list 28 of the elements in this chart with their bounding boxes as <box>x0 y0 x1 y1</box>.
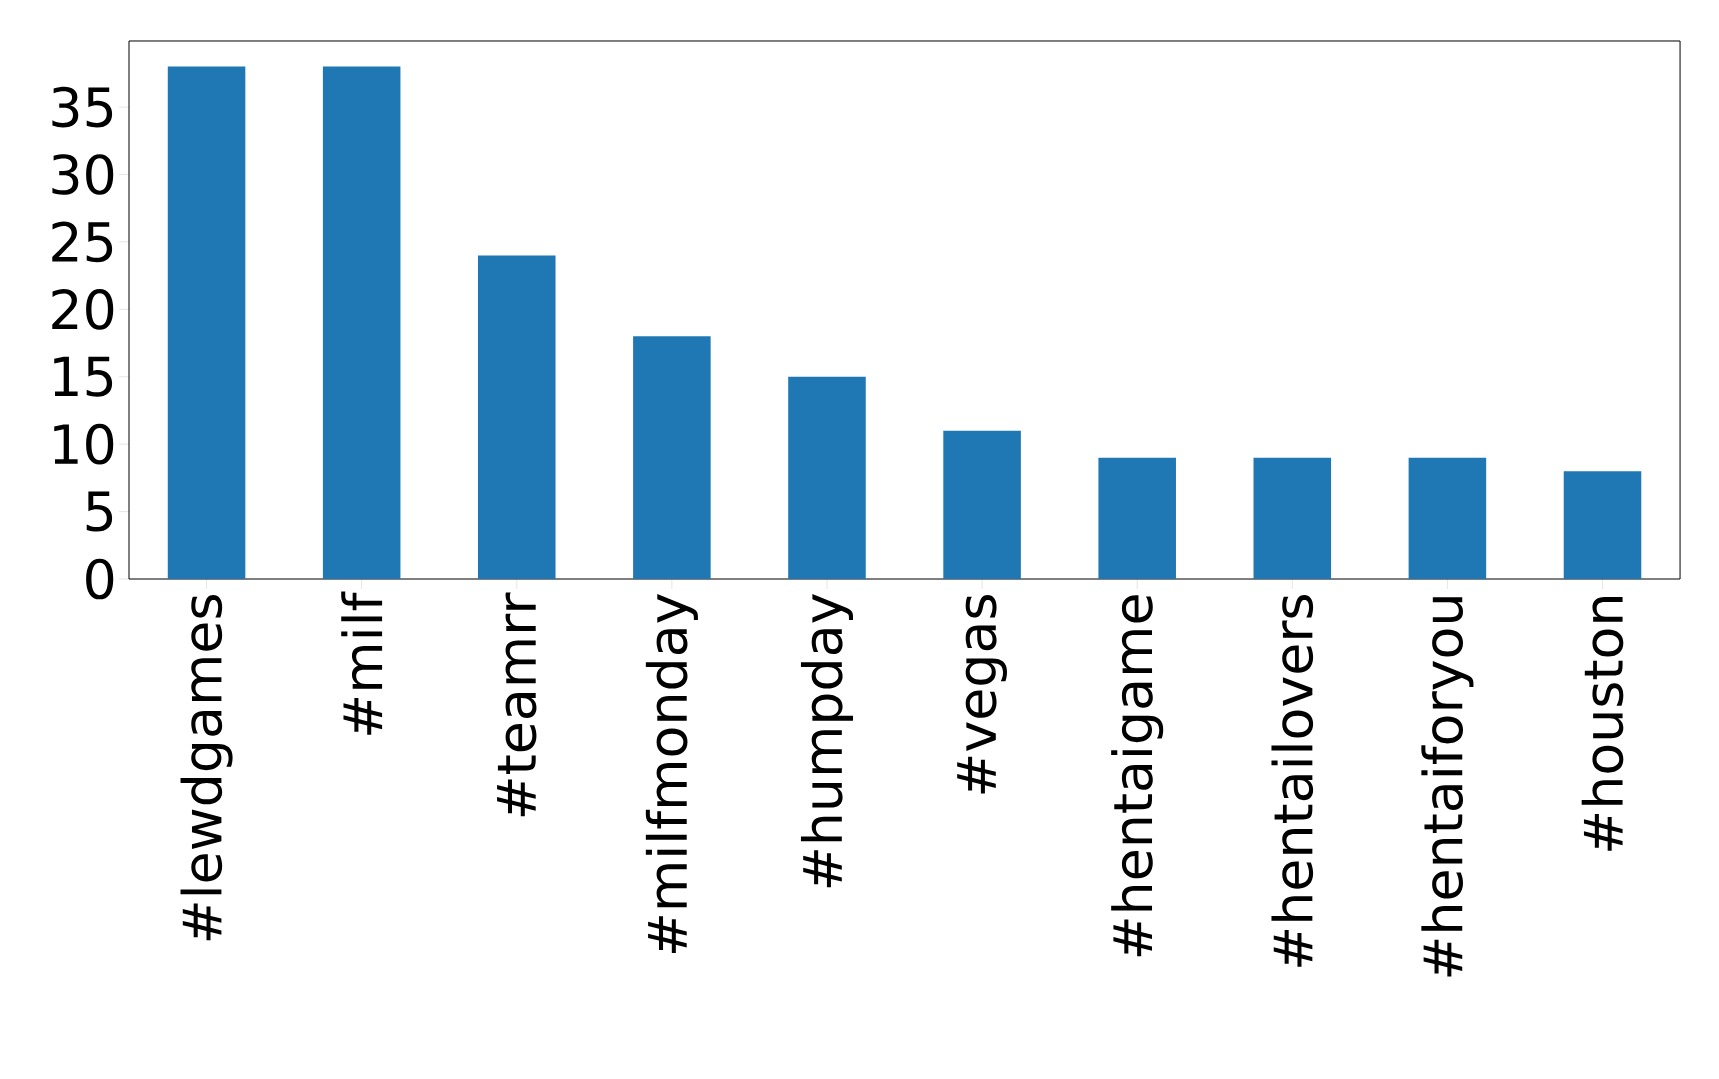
x-tick-label: #hentaiforyou <box>1421 597 1474 977</box>
bar <box>633 336 711 579</box>
y-tick-label: 15 <box>54 356 113 397</box>
bar <box>167 66 246 579</box>
x-tick-label: #hentailovers <box>1271 595 1314 967</box>
x-tick-label: #hentaigame <box>1111 595 1164 957</box>
x-tick-label: #milf <box>341 591 383 735</box>
bar <box>943 430 1021 579</box>
y-tick-label: 35 <box>52 86 113 128</box>
bar <box>1253 457 1332 579</box>
y-tick-label: 30 <box>52 154 114 195</box>
y-tick-label: 20 <box>52 288 114 330</box>
bar <box>788 376 866 579</box>
x-tick-label: #teamrr <box>497 592 537 817</box>
y-tick-label: 25 <box>52 221 113 263</box>
bar <box>477 255 556 579</box>
bar <box>322 66 401 579</box>
bar <box>1098 457 1176 579</box>
bar <box>1408 457 1487 579</box>
x-tick-label: #milfmonday <box>645 594 698 954</box>
bar <box>1563 471 1642 579</box>
y-tick-label: 5 <box>86 491 113 532</box>
x-tick-label: #vegas <box>957 595 1007 794</box>
y-tick-label: 10 <box>54 423 114 465</box>
x-tick-label: #humpday <box>800 594 854 888</box>
x-tick-label: #lewdgames <box>180 595 233 941</box>
x-tick-label: #houston <box>1581 597 1624 851</box>
y-tick-label: 0 <box>86 558 114 600</box>
